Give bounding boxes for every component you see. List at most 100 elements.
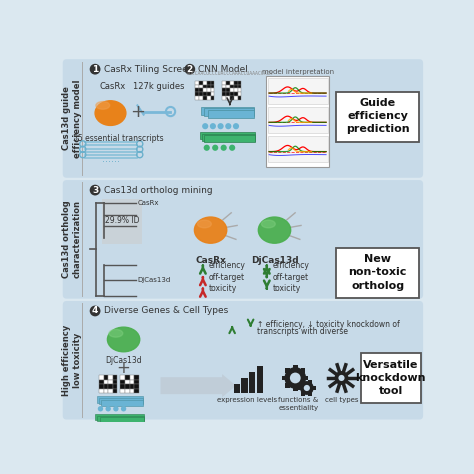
Bar [210,92,214,96]
Circle shape [210,123,216,129]
Bar [210,84,214,89]
Bar [210,89,214,92]
Bar [130,380,134,384]
Bar [237,92,241,96]
Text: cell types: cell types [325,397,358,403]
Text: CasRx: CasRx [195,255,226,264]
Text: efficiency: efficiency [209,261,246,270]
Text: 4: 4 [92,307,98,316]
Bar [234,384,240,393]
Bar [230,84,234,89]
Text: AUCCAACUCCCUACCCAAACCUAAACCACA: AUCCAACUCCCUACCCAAACCUAAACCACA [187,71,273,76]
Bar [222,92,226,96]
Bar [210,81,214,84]
Bar [199,92,203,96]
Bar [125,384,130,389]
Bar [234,89,237,92]
Ellipse shape [96,101,109,109]
Ellipse shape [258,217,291,243]
Bar [237,89,241,92]
Bar [134,384,139,389]
Bar [237,96,241,100]
Bar [207,89,210,92]
Text: DjCas13d: DjCas13d [137,277,171,283]
Bar [234,84,237,89]
Bar [226,96,230,100]
Circle shape [99,422,104,428]
Circle shape [229,145,235,151]
Bar [226,84,230,89]
Bar [282,376,287,380]
Bar [113,384,118,389]
Circle shape [98,406,103,411]
Text: 1: 1 [92,64,98,73]
Bar [200,132,255,139]
Bar [222,96,226,100]
Circle shape [284,367,306,389]
Text: Versatile
knockdown
tool: Versatile knockdown tool [356,360,426,396]
Text: ......: ...... [102,155,120,164]
Bar [99,375,103,380]
Text: Cas13d guide
efficiency model: Cas13d guide efficiency model [62,79,82,158]
Bar [108,380,113,384]
Bar [234,81,237,84]
Bar [203,81,207,84]
Bar [113,380,118,384]
Circle shape [107,422,112,428]
Text: CNN Model: CNN Model [198,64,248,73]
Circle shape [290,373,301,383]
Text: 3: 3 [92,186,98,195]
Text: +: + [117,359,130,377]
FancyBboxPatch shape [63,180,423,299]
Text: DjCas13d: DjCas13d [251,255,298,264]
Bar [97,396,143,402]
Bar [222,81,226,84]
Bar [108,375,113,380]
Bar [195,81,199,84]
Bar [134,389,139,393]
Bar [103,389,108,393]
Bar [120,389,125,393]
Text: High efficiency
low toxicity: High efficiency low toxicity [62,325,82,396]
Bar [293,386,298,391]
Bar [222,84,226,89]
Bar [301,368,305,373]
Bar [304,376,309,380]
Bar [113,375,118,380]
Text: off-target: off-target [273,273,309,282]
Text: model interpretation: model interpretation [262,69,334,74]
Bar [230,81,234,84]
Bar [103,375,108,380]
Bar [361,353,421,403]
Ellipse shape [261,220,275,228]
Bar [222,89,226,92]
Ellipse shape [109,329,123,337]
Ellipse shape [95,101,126,126]
Bar [102,200,142,244]
Bar [210,96,214,100]
Bar [195,89,199,92]
Bar [298,386,302,390]
Bar [108,384,113,389]
Bar [336,91,419,142]
Text: Diverse Genes & Cell Types: Diverse Genes & Cell Types [103,307,228,316]
Bar [237,84,241,89]
Bar [285,368,290,373]
Bar [226,81,230,84]
Bar [130,375,134,380]
Circle shape [300,381,314,395]
Circle shape [202,123,208,129]
Bar [267,107,328,133]
Circle shape [90,64,100,74]
Bar [199,84,203,89]
Bar [301,392,305,396]
Bar [199,96,203,100]
Circle shape [116,422,121,428]
Text: off-target: off-target [209,273,245,282]
Bar [202,134,255,141]
Bar [195,96,199,100]
Circle shape [90,306,100,316]
Bar [99,398,143,404]
Text: DjCas13d: DjCas13d [105,356,142,365]
Bar [134,375,139,380]
